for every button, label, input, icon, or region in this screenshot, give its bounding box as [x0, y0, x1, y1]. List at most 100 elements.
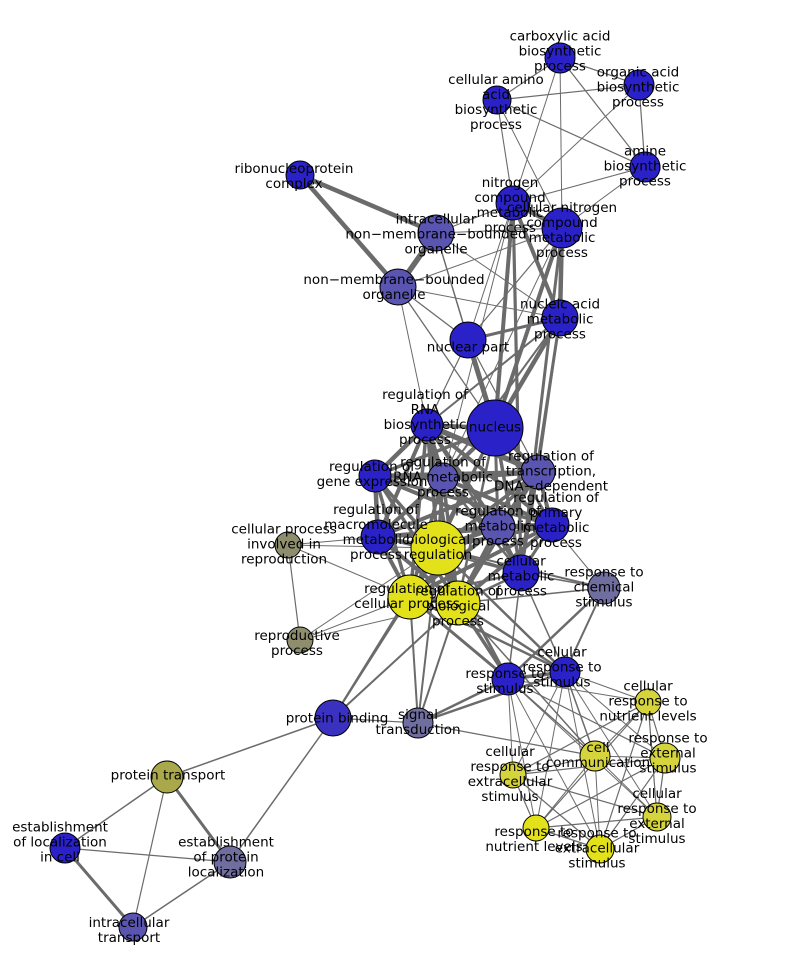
graph-edge — [535, 816, 658, 829]
node-circle[interactable] — [358, 459, 392, 493]
node-circle[interactable] — [213, 845, 247, 879]
node-circle[interactable] — [629, 151, 661, 183]
graph-node-cell-communication[interactable] — [579, 740, 611, 772]
graph-node-response-to-chemical-stimulus[interactable] — [587, 571, 621, 605]
graph-edge — [373, 474, 554, 527]
graph-edge — [493, 201, 515, 430]
node-circle[interactable] — [587, 571, 621, 605]
node-circle[interactable] — [286, 626, 314, 654]
node-circle[interactable] — [150, 760, 184, 794]
node-circle[interactable] — [634, 688, 662, 716]
graph-node-intracellular-transport[interactable] — [118, 912, 148, 942]
graph-node-regulation-of-transcription-DNA-dependent[interactable] — [520, 454, 556, 490]
graph-node-cellular-amino-acid-biosynthetic-process[interactable] — [482, 85, 512, 115]
node-circle[interactable] — [544, 42, 576, 74]
node-circle[interactable] — [417, 214, 455, 252]
graph-node-regulation-of-RNA-metabolic-process[interactable] — [427, 462, 459, 494]
node-circle[interactable] — [585, 834, 615, 864]
graph-node-nucleic-acid-metabolic-process[interactable] — [541, 299, 579, 337]
graph-node-regulation-of-RNA-biosynthetic-process[interactable] — [410, 408, 444, 442]
node-circle[interactable] — [274, 531, 302, 559]
graph-node-cellular-response-to-nutrient-levels[interactable] — [634, 688, 662, 716]
graph-node-cellular-response-to-stimulus[interactable] — [549, 656, 581, 688]
node-circle[interactable] — [499, 761, 527, 789]
graph-node-regulation-of-primary-metabolic-process[interactable] — [534, 507, 570, 543]
node-circle[interactable] — [118, 912, 148, 942]
graph-node-cellular-process-involved-in-reproduction[interactable] — [274, 531, 302, 559]
node-circle[interactable] — [410, 408, 444, 442]
graph-node-nucleus[interactable] — [466, 399, 524, 457]
graph-node-response-to-stimulus[interactable] — [491, 662, 525, 696]
graph-node-regulation-of-gene-expression[interactable] — [358, 459, 392, 493]
node-circle[interactable] — [495, 185, 531, 221]
graph-node-protein-binding[interactable] — [314, 699, 352, 737]
node-circle[interactable] — [522, 814, 550, 842]
node-circle[interactable] — [435, 580, 481, 626]
node-circle[interactable] — [480, 509, 516, 545]
graph-node-cellular-metabolic-process[interactable] — [502, 554, 540, 592]
graph-node-regulation-of-metabolic-process[interactable] — [480, 509, 516, 545]
node-circle[interactable] — [466, 399, 524, 457]
graph-node-cellular-response-to-extracellular-stimulus[interactable] — [499, 761, 527, 789]
node-circle[interactable] — [541, 299, 579, 337]
node-circle[interactable] — [314, 699, 352, 737]
graph-edge — [63, 846, 135, 929]
graph-node-reproductive-process[interactable] — [286, 626, 314, 654]
node-circle[interactable] — [534, 507, 570, 543]
graph-node-carboxylic-acid-biosynthetic-process[interactable] — [544, 42, 576, 74]
graph-edge — [64, 776, 168, 849]
graph-node-nuclear-part[interactable] — [449, 321, 487, 359]
node-circle[interactable] — [520, 454, 556, 490]
graph-node-nitrogen-compound-metabolic-process[interactable] — [495, 185, 531, 221]
graph-node-response-to-nutrient-levels[interactable] — [522, 814, 550, 842]
graph-node-signal-transduction[interactable] — [402, 707, 434, 739]
node-circle[interactable] — [502, 554, 540, 592]
graph-edge — [512, 774, 601, 850]
node-circle[interactable] — [579, 740, 611, 772]
graph-node-organic-acid-biosynthetic-process[interactable] — [623, 69, 655, 101]
node-circle[interactable] — [379, 268, 417, 306]
graph-node-regulation-of-biological-process[interactable] — [435, 580, 481, 626]
node-circle[interactable] — [491, 662, 525, 696]
node-circle[interactable] — [427, 462, 459, 494]
node-circle[interactable] — [387, 574, 433, 620]
node-circle[interactable] — [482, 85, 512, 115]
graph-node-intracellular-non-membrane-bounded-organelle[interactable] — [417, 214, 455, 252]
graph-node-ribonucleoprotein-complex[interactable] — [285, 160, 315, 190]
node-circle[interactable] — [410, 520, 466, 576]
node-circle[interactable] — [541, 207, 583, 249]
graph-node-regulation-of-cellular-process[interactable] — [387, 574, 433, 620]
graph-edge — [496, 99, 646, 168]
graph-node-amine-biosynthetic-process[interactable] — [629, 151, 661, 183]
node-circle[interactable] — [402, 707, 434, 739]
node-circle[interactable] — [649, 742, 681, 774]
graph-edge — [496, 84, 640, 101]
node-circle[interactable] — [49, 832, 81, 864]
graph-node-establishment-of-protein-localization[interactable] — [213, 845, 247, 879]
graph-edge — [417, 547, 439, 724]
node-circle[interactable] — [642, 802, 672, 832]
graph-node-cellular-response-to-external-stimulus[interactable] — [642, 802, 672, 832]
graph-node-response-to-external-stimulus[interactable] — [649, 742, 681, 774]
graph-node-biological-regulation[interactable] — [410, 520, 466, 576]
node-circle[interactable] — [449, 321, 487, 359]
graph-node-protein-transport[interactable] — [150, 760, 184, 794]
graph-edge — [417, 722, 596, 757]
node-circle[interactable] — [623, 69, 655, 101]
graph-node-regulation-of-macromolecule-metabolic-process[interactable] — [360, 519, 396, 555]
graph-node-establishment-of-localization-in-cell[interactable] — [49, 832, 81, 864]
node-circle[interactable] — [285, 160, 315, 190]
graph-edge — [165, 775, 232, 864]
graph-edge — [594, 755, 601, 850]
graph-edge — [537, 317, 561, 473]
graph-edge — [507, 678, 601, 850]
graph-node-response-to-extracellular-stimulus[interactable] — [585, 834, 615, 864]
graph-edge — [493, 226, 564, 430]
graph-node-cellular-nitrogen-compound-metabolic-process[interactable] — [541, 207, 583, 249]
node-circle[interactable] — [360, 519, 396, 555]
node-circle[interactable] — [549, 656, 581, 688]
graph-edge — [397, 286, 496, 429]
graph-edge — [299, 602, 459, 641]
graph-node-non-membrane-bounded-organelle[interactable] — [379, 268, 417, 306]
